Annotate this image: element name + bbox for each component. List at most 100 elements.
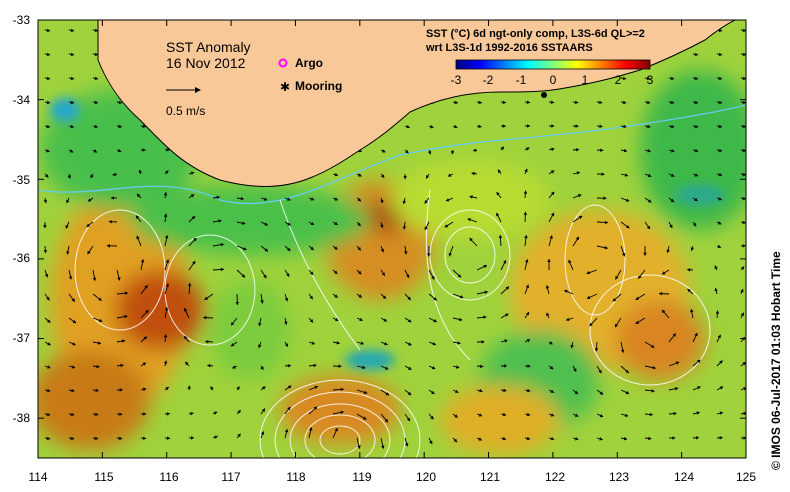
current-arrowhead	[742, 148, 746, 153]
current-arrowhead	[260, 366, 264, 370]
current-arrowhead	[46, 28, 51, 33]
current-arrowhead	[287, 247, 291, 251]
current-arrowhead	[743, 411, 746, 416]
current-arrowhead	[235, 301, 240, 305]
current-arrowhead	[72, 342, 76, 346]
current-arrowhead	[99, 318, 103, 323]
current-arrowhead	[599, 124, 603, 129]
current-arrowhead	[237, 433, 241, 438]
current-arrowhead	[740, 289, 744, 293]
current-arrowhead	[671, 149, 675, 153]
current-arrowhead	[358, 294, 362, 298]
current-arrowhead	[625, 390, 630, 395]
current-arrowhead	[450, 150, 455, 155]
current-arrowhead	[694, 100, 699, 105]
current-arrowhead	[119, 412, 123, 416]
current-arrowhead	[166, 412, 170, 416]
current-arrowhead	[140, 259, 145, 263]
current-arrowhead	[93, 149, 97, 153]
colorbar-tick-label: -1	[516, 73, 527, 87]
current-arrowhead	[95, 388, 99, 393]
current-arrowhead	[220, 242, 224, 247]
current-arrowhead	[742, 244, 746, 248]
current-arrowhead	[382, 149, 386, 153]
current-arrowhead	[190, 411, 194, 416]
current-arrowhead	[576, 171, 580, 175]
current-arrowhead	[603, 196, 607, 200]
current-arrowhead	[218, 219, 222, 223]
current-arrowhead	[232, 365, 236, 369]
current-arrowhead	[120, 363, 124, 368]
current-arrowhead	[136, 193, 141, 198]
current-arrowhead	[190, 171, 195, 175]
current-arrowhead	[649, 412, 653, 417]
argo-marker-icon	[278, 58, 288, 68]
current-arrowhead	[670, 100, 675, 105]
current-arrowhead	[96, 364, 100, 369]
current-arrowhead	[525, 147, 530, 151]
current-arrowhead	[577, 194, 582, 198]
current-arrowhead	[380, 224, 384, 228]
current-arrowhead	[717, 334, 721, 339]
current-arrowhead	[167, 436, 171, 440]
current-arrowhead	[719, 436, 723, 440]
current-arrowhead	[309, 295, 313, 300]
current-arrowhead	[481, 340, 485, 344]
current-arrowhead	[695, 436, 699, 440]
current-arrowhead	[427, 150, 432, 155]
map-date: 16 Nov 2012	[166, 55, 246, 71]
current-arrowhead	[334, 172, 338, 177]
current-arrowhead	[193, 237, 197, 242]
current-arrowhead	[718, 52, 723, 57]
current-arrowhead	[190, 194, 195, 198]
current-arrowhead	[570, 344, 574, 349]
current-arrowhead	[336, 341, 340, 345]
current-arrowhead	[230, 343, 235, 347]
current-arrowhead	[287, 222, 291, 226]
current-arrowhead	[503, 364, 507, 368]
current-arrowhead	[672, 436, 676, 440]
colorbar-tick-label: 3	[647, 73, 654, 87]
current-arrowhead	[551, 212, 555, 217]
current-arrowhead	[404, 443, 409, 447]
current-arrowhead	[405, 149, 409, 154]
current-arrowhead	[335, 317, 339, 321]
current-arrowhead	[652, 365, 656, 370]
current-arrowhead	[334, 221, 338, 225]
current-arrowhead	[187, 385, 191, 389]
current-arrowhead	[742, 28, 746, 33]
current-arrowhead	[447, 173, 452, 177]
current-arrowhead	[70, 28, 75, 33]
current-arrowhead	[72, 319, 76, 324]
colorbar-tick-label: 1	[582, 73, 589, 87]
current-arrowhead	[166, 148, 170, 152]
y-tick-label: -33	[13, 13, 31, 27]
current-arrowhead	[675, 387, 679, 391]
current-arrowhead	[381, 174, 385, 178]
current-arrowhead	[71, 298, 75, 302]
current-arrowhead	[260, 300, 264, 304]
current-arrowhead	[505, 286, 509, 290]
current-arrowhead	[694, 332, 698, 337]
current-arrowhead	[44, 273, 49, 278]
current-arrowhead	[719, 411, 723, 415]
current-arrowhead	[578, 216, 583, 220]
current-arrowhead	[647, 100, 651, 105]
current-arrowhead	[694, 76, 699, 81]
current-arrowhead	[310, 246, 314, 250]
current-arrowhead	[575, 100, 579, 105]
current-arrowhead	[86, 223, 91, 227]
current-arrowhead	[625, 369, 629, 373]
current-arrowhead	[357, 445, 361, 449]
current-arrowhead	[424, 200, 428, 204]
current-arrowhead	[670, 198, 675, 203]
current-arrowhead	[550, 170, 555, 174]
legend-mooring-label: Mooring	[295, 79, 342, 93]
current-arrowhead	[143, 436, 147, 440]
current-arrowhead	[650, 344, 655, 348]
current-arrowhead	[118, 100, 123, 105]
current-arrowhead	[742, 124, 746, 129]
current-arrowhead	[433, 297, 437, 301]
mooring-marker	[541, 92, 547, 98]
current-arrowhead	[523, 211, 528, 215]
